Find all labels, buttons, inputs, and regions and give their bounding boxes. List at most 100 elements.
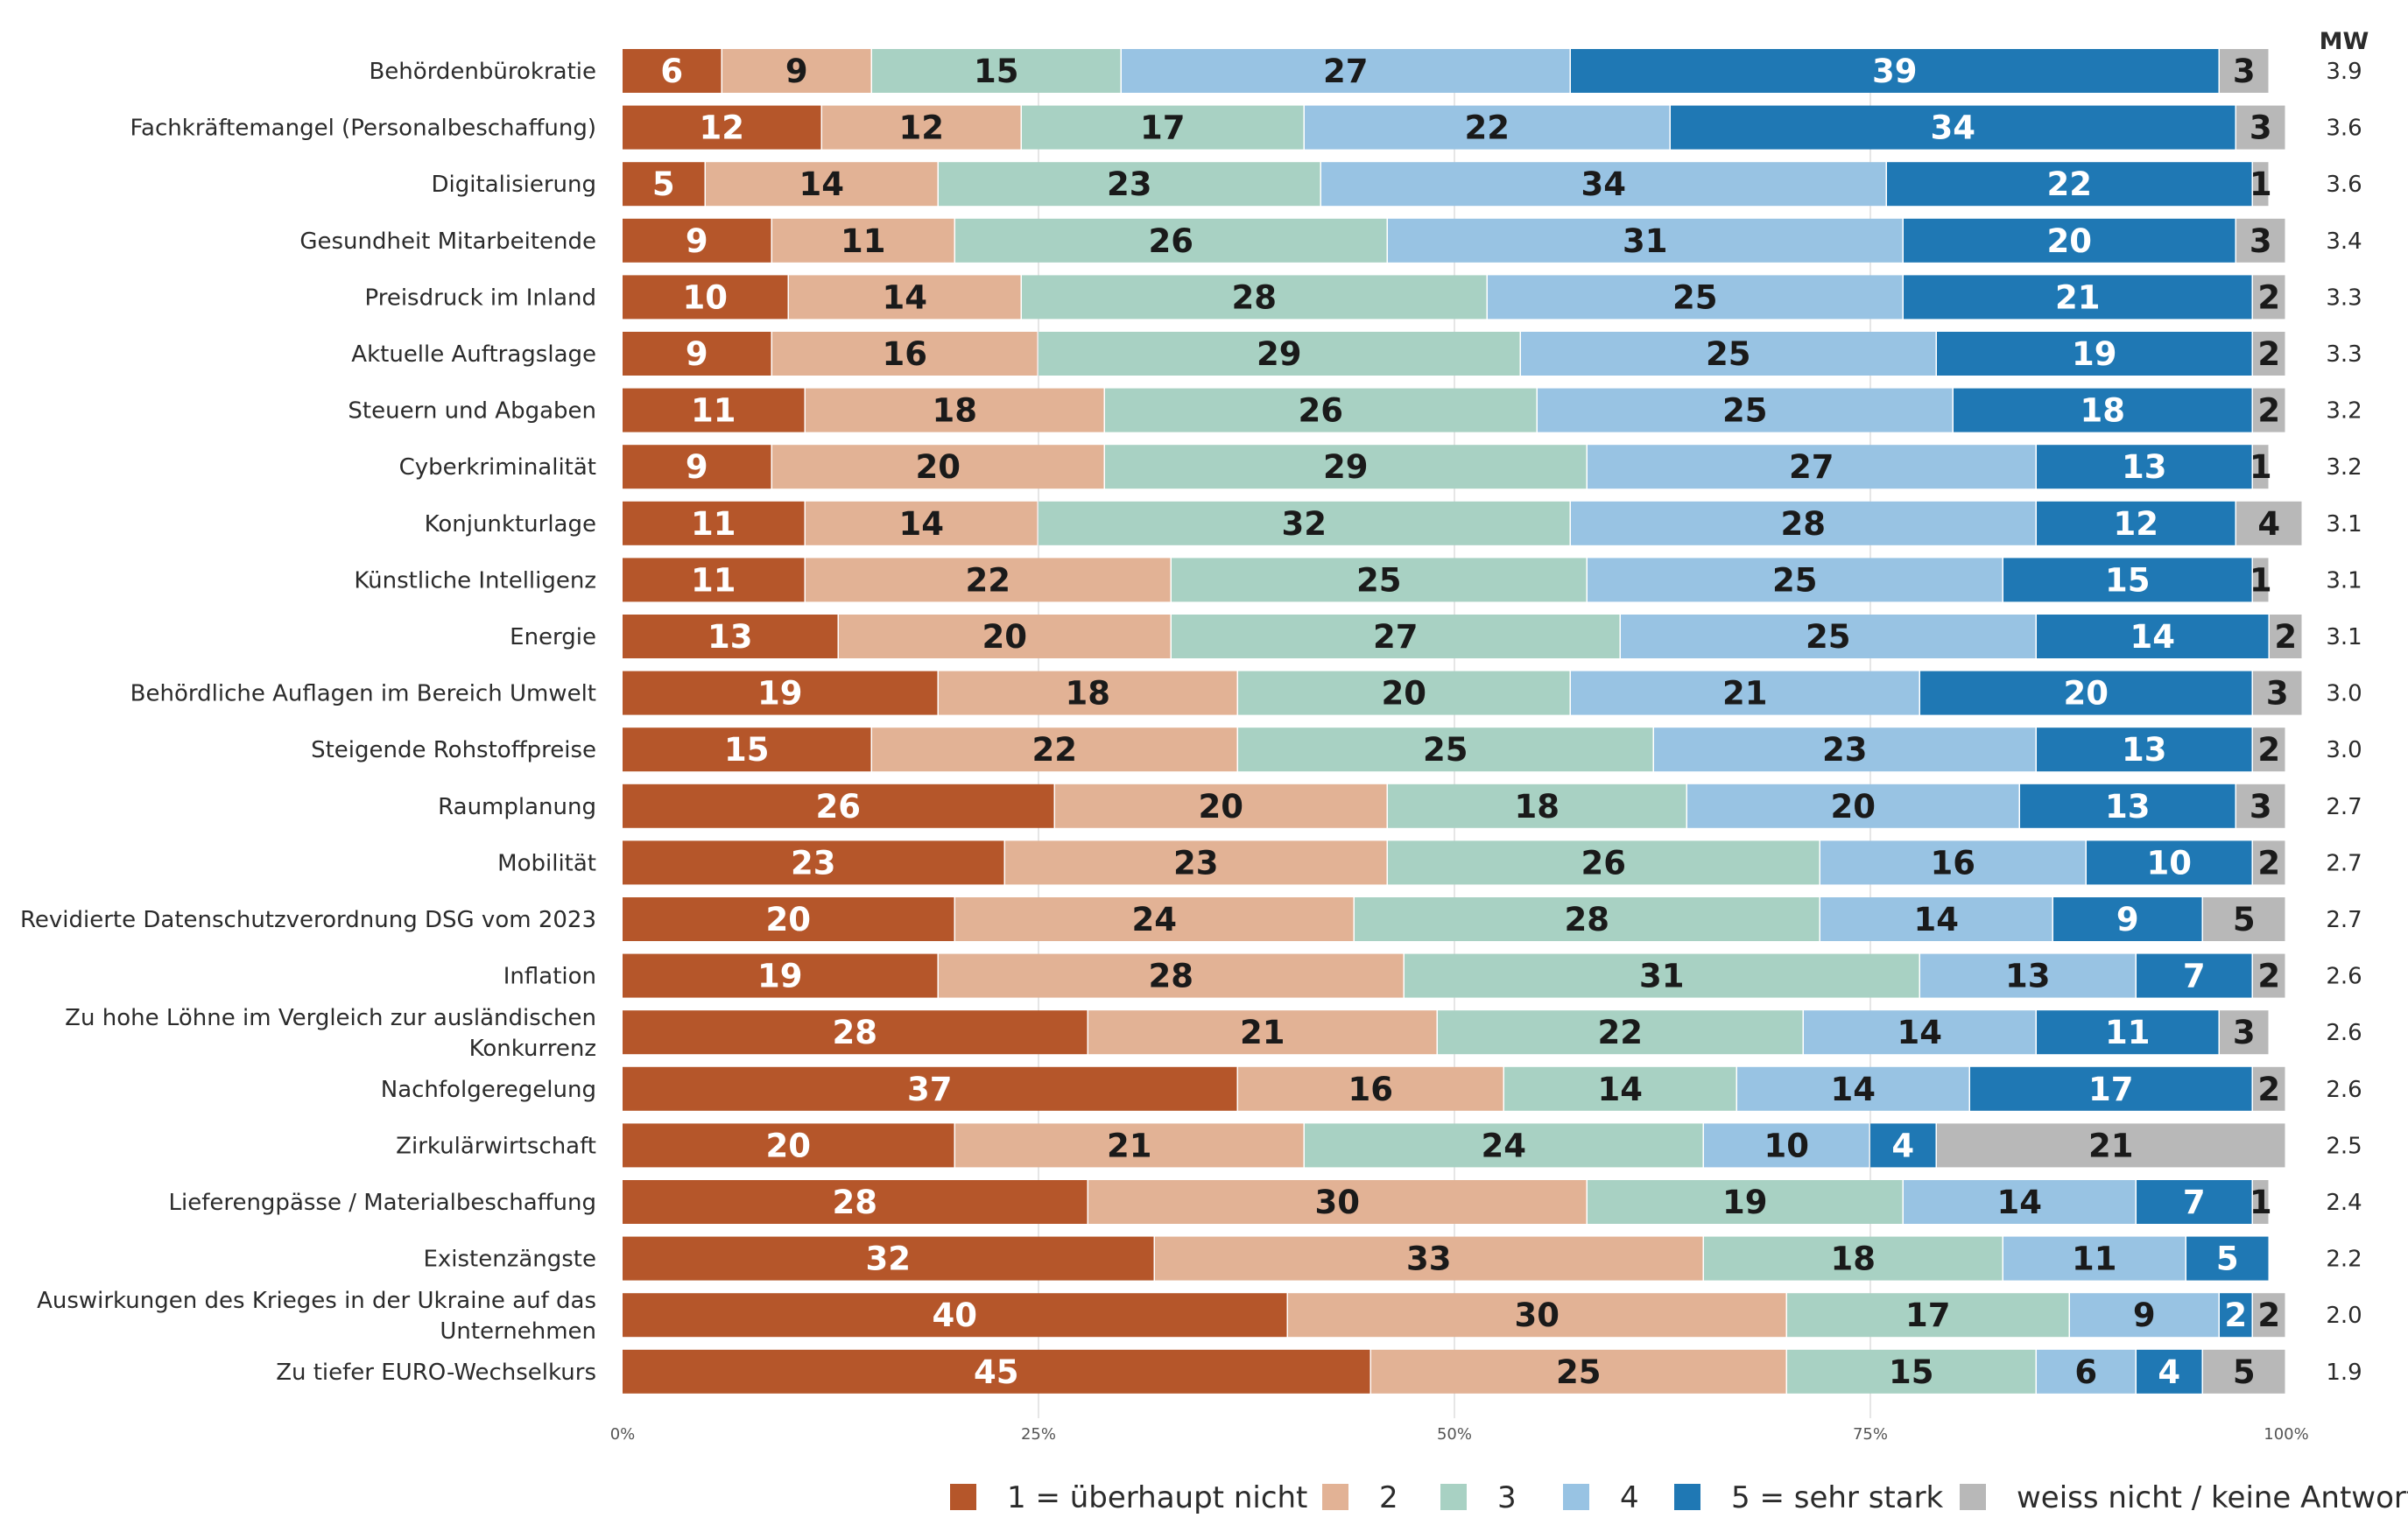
bar-segment [1937, 332, 2252, 376]
bar-segment [839, 615, 1171, 658]
data-label: 20 [2064, 675, 2109, 713]
data-label: 24 [1482, 1127, 1527, 1164]
mean-value: 2.6 [2326, 1020, 2362, 1046]
data-label: 25 [1722, 392, 1768, 430]
bar-segment [772, 218, 954, 263]
data-label: 10 [683, 278, 729, 316]
data-label: 12 [700, 109, 745, 147]
category-label: Preisdruck im Inland [365, 285, 597, 311]
bar-segment [2253, 727, 2285, 772]
bar-segment [2020, 784, 2235, 828]
data-label: 27 [1373, 618, 1419, 656]
data-label: 27 [1789, 448, 1834, 486]
data-label: 2 [2257, 392, 2280, 430]
data-label: 13 [2005, 958, 2051, 995]
legend-label: 5 = sehr stark [1731, 1480, 1944, 1515]
data-label: 2 [2257, 278, 2280, 316]
bar-segment [1238, 727, 1653, 772]
data-label: 25 [1772, 561, 1818, 599]
bar-segment [1904, 1180, 2136, 1224]
data-label: 14 [1598, 1071, 1644, 1108]
mean-value: 2.7 [2326, 850, 2362, 876]
bar-segment [822, 105, 1021, 150]
mean-value: 3.3 [2326, 285, 2362, 311]
data-label: 15 [1889, 1353, 1934, 1391]
data-label: 10 [1764, 1127, 1810, 1164]
legend-swatch [1440, 1484, 1467, 1510]
data-label: 9 [686, 222, 708, 260]
bar-segment [2087, 840, 2252, 885]
data-label: 11 [2072, 1240, 2117, 1278]
data-label: 9 [686, 448, 708, 486]
data-label: 25 [1356, 561, 1402, 599]
bar-segment [1005, 840, 1387, 885]
mean-value: 3.0 [2326, 681, 2362, 707]
bar-segment [2053, 897, 2202, 941]
data-label: 1 [2250, 448, 2272, 486]
data-label: 29 [1323, 448, 1369, 486]
bar-segment [1022, 275, 1487, 320]
data-label: 17 [1140, 109, 1186, 147]
bar-segment [1488, 275, 1903, 320]
category-label: Fachkräftemangel (Personalbeschaffung) [130, 116, 596, 142]
bar-segment [2186, 1236, 2269, 1281]
data-label: 2 [2257, 1071, 2280, 1108]
bar-segment [2253, 162, 2269, 207]
bar-segment [2037, 727, 2252, 772]
bar-segment [722, 49, 871, 93]
legend-label: weiss nicht / keine Antwort [2017, 1480, 2408, 1515]
bar-segment [623, 1010, 1088, 1055]
category-label: Aktuelle Auftragslage [351, 341, 596, 368]
data-label: 21 [2055, 278, 2101, 316]
mean-value: 2.6 [2326, 1077, 2362, 1103]
bar-segment [1088, 1010, 1437, 1055]
bar-segment [1787, 1293, 2069, 1338]
data-label: 26 [1581, 844, 1627, 882]
bar-segment [806, 558, 1171, 602]
data-label: 1 [2250, 561, 2272, 599]
bar-segment [623, 501, 805, 545]
data-label: 25 [1806, 618, 1851, 656]
data-label: 17 [1905, 1297, 1951, 1334]
data-label: 4 [2257, 505, 2280, 543]
bar-segment [1388, 840, 1820, 885]
x-axis-ticks: 0% 25% 50% 75% 100% [610, 1425, 2309, 1444]
bar-segment [806, 388, 1104, 432]
bar-segment [623, 388, 805, 432]
bar-segment [623, 1293, 1287, 1338]
data-label: 24 [1132, 901, 1178, 938]
data-label: 30 [1515, 1297, 1560, 1334]
bar-segment [623, 615, 838, 658]
data-label: 40 [933, 1297, 978, 1334]
data-label: 12 [2114, 505, 2159, 543]
bar-segment [2253, 1180, 2269, 1224]
category-label: Behördenbürokratie [369, 59, 596, 85]
category-label: Auswirkungen des Krieges in der Ukraine … [37, 1288, 596, 1345]
bar-segment [1155, 1236, 1703, 1281]
data-label: 2 [2257, 731, 2280, 769]
category-label: Nachfolgeregelung [381, 1077, 596, 1103]
bar-segment [872, 49, 1121, 93]
bar-segment [2037, 1349, 2136, 1394]
legend-label: 3 [1497, 1480, 1517, 1515]
data-label: 5 [2216, 1240, 2239, 1278]
data-label: 4 [2158, 1353, 2180, 1391]
data-label: 18 [1831, 1240, 1876, 1278]
bar-segment [2203, 897, 2285, 941]
mean-value: 3.1 [2326, 567, 2362, 594]
bar-segment [2253, 1293, 2285, 1338]
bar-segment [2037, 445, 2252, 489]
bar-segment [1538, 388, 1953, 432]
bar-segment [1105, 445, 1587, 489]
mean-value: 3.0 [2326, 737, 2362, 763]
bar-segment [789, 275, 1021, 320]
data-label: 25 [1556, 1353, 1602, 1391]
bar-segment [623, 162, 705, 207]
data-label: 11 [841, 222, 886, 260]
data-label: 29 [1257, 335, 1302, 373]
bar-segment [1039, 501, 1570, 545]
x-tick-label: 25% [1021, 1425, 1056, 1444]
bar-segment [939, 671, 1237, 715]
data-label: 14 [899, 505, 945, 543]
